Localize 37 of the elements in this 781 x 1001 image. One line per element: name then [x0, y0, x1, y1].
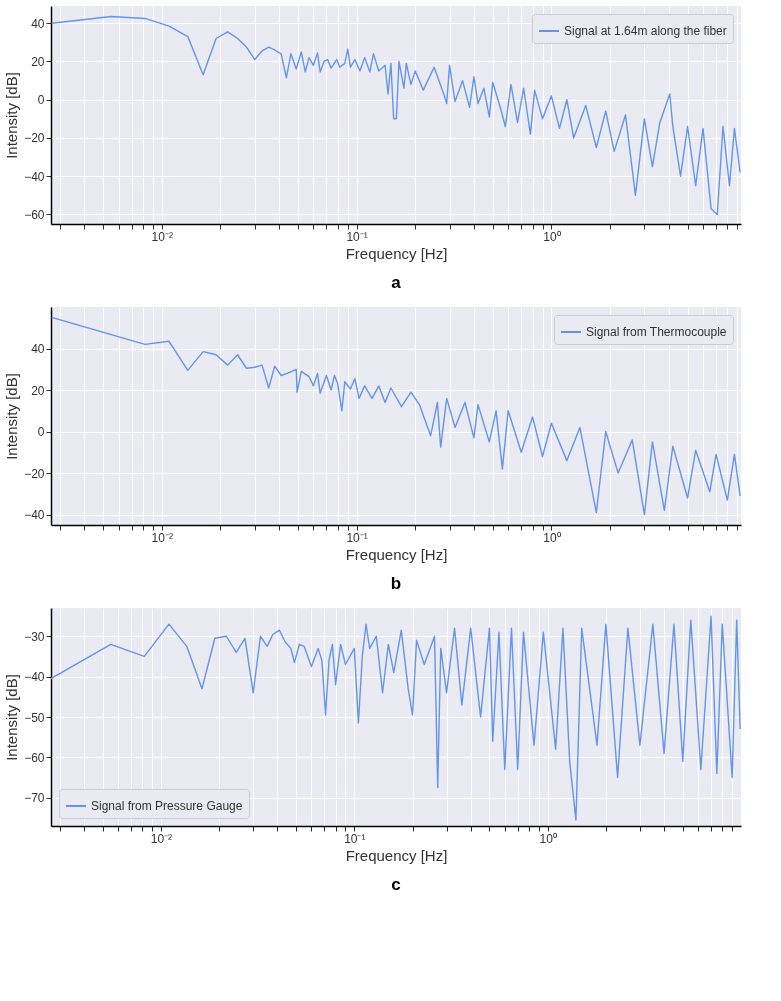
y-tick-label: 40	[31, 16, 45, 31]
x-tick-label: 10⁻²	[151, 530, 173, 545]
x-tick-label: 10⁻¹	[346, 530, 368, 545]
y-tick-label: −20	[24, 466, 45, 481]
text: c	[391, 875, 401, 894]
x-tick-label: 10⁰	[539, 831, 557, 846]
y-axis-title: Intensity [dB]	[3, 674, 21, 761]
y-tick-label: −60	[24, 750, 45, 765]
y-tick-label: −50	[24, 710, 45, 725]
x-tick-label: 10⁻²	[151, 229, 173, 244]
y-tick-label: 20	[31, 383, 45, 398]
legend-label: Signal from Thermocouple	[586, 325, 727, 339]
x-axis-title: Frequency [Hz]	[345, 545, 448, 563]
x-tick-label: 10⁻¹	[344, 831, 366, 846]
y-tick-label: 40	[31, 342, 45, 357]
y-tick-label: 20	[31, 54, 45, 69]
x-tick-label: 10⁰	[543, 229, 561, 244]
y-tick-label: −40	[24, 169, 45, 184]
y-axis-title: Intensity [dB]	[3, 373, 21, 460]
y-tick-label: 0	[37, 93, 45, 108]
y-tick-label: −70	[24, 791, 45, 806]
legend-label: Signal at 1.64m along the fiber	[564, 24, 727, 38]
legend-label: Signal from Pressure Gauge	[91, 799, 243, 813]
text: b	[390, 574, 402, 593]
x-tick-label: 10⁻²	[150, 831, 173, 846]
x-axis-title: Frequency [Hz]	[345, 846, 448, 864]
x-tick-label: 10⁰	[543, 530, 561, 545]
y-tick-label: 0	[37, 425, 45, 440]
x-tick-label: 10⁻¹	[346, 229, 368, 244]
y-tick-label: −40	[24, 508, 45, 523]
y-tick-label: −40	[24, 670, 45, 685]
y-axis-title: Intensity [dB]	[3, 72, 21, 159]
text: a	[391, 273, 402, 292]
y-tick-label: −20	[24, 131, 45, 146]
x-axis-title: Frequency [Hz]	[345, 244, 448, 262]
y-tick-label: −30	[24, 629, 45, 644]
y-tick-label: −60	[24, 207, 45, 222]
